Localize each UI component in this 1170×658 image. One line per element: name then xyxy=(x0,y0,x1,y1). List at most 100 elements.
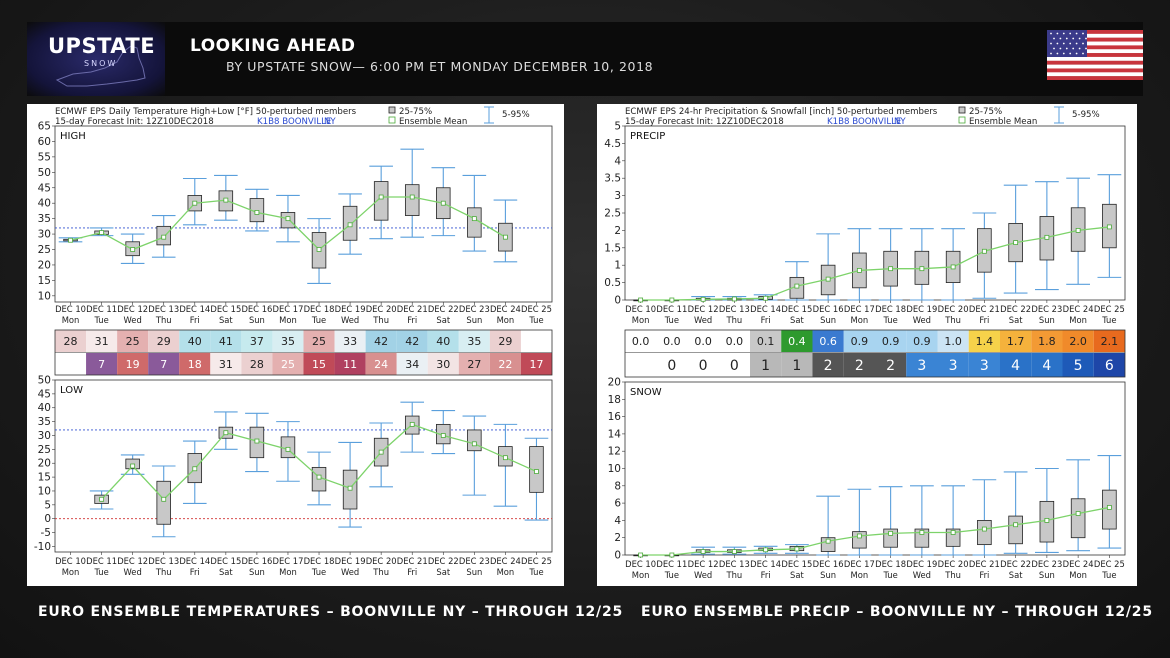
table-value-snow: 0 xyxy=(667,358,676,374)
x-date-label: DEC 24 xyxy=(490,304,521,314)
table-cell-low xyxy=(241,353,273,375)
table-cell-snow xyxy=(1093,353,1125,377)
mean-point xyxy=(409,194,415,200)
table-value-low: 28 xyxy=(250,358,264,371)
mean-point xyxy=(856,533,862,539)
x-day-label: Sun xyxy=(466,315,482,325)
x-date-label: DEC 12 xyxy=(688,559,719,569)
table-value-low: 7 xyxy=(98,358,105,371)
y-tick-label: 6 xyxy=(614,498,621,510)
legend-box-swatch xyxy=(388,106,396,114)
table-value-snow: 6 xyxy=(1105,358,1114,374)
y-tick-label: 2 xyxy=(614,532,621,544)
table-value-low: 25 xyxy=(281,358,295,371)
flag-star xyxy=(1085,47,1087,50)
flag-stripe xyxy=(1047,60,1143,65)
table-cell-precip xyxy=(906,330,938,352)
mean-point xyxy=(1106,224,1112,230)
x-day-label: Sun xyxy=(249,315,265,325)
x-day-label: Tue xyxy=(311,315,326,325)
table-cell-precip xyxy=(812,330,844,352)
x-day-label: Thu xyxy=(944,315,961,325)
y-tick-label: 10 xyxy=(608,463,621,475)
table-value-precip: 0.6 xyxy=(819,335,837,348)
y-tick-label: 15 xyxy=(38,472,51,484)
table-cell-high xyxy=(272,330,304,352)
table-value-snow: 0 xyxy=(699,358,708,374)
flag-star xyxy=(1050,52,1052,55)
x-day-label: Fri xyxy=(190,567,200,577)
y-tick-label: 4 xyxy=(614,155,621,167)
y-tick-label: 50 xyxy=(38,167,51,179)
x-day-label: Sat xyxy=(1009,315,1023,325)
y-tick-label: -10 xyxy=(34,541,51,553)
x-day-label: Mon xyxy=(1069,570,1087,580)
table-cell-snow xyxy=(843,353,875,377)
mean-point xyxy=(700,296,706,302)
iqr-box xyxy=(1070,498,1086,539)
mean-point xyxy=(68,237,73,243)
x-day-label: Wed xyxy=(341,567,359,577)
table-value-precip: 0.0 xyxy=(663,335,681,348)
x-date-label: DEC 11 xyxy=(656,304,687,314)
x-day-label: Mon xyxy=(62,567,80,577)
x-date-label: DEC 10 xyxy=(625,304,656,314)
x-date-label: DEC 23 xyxy=(1031,304,1062,314)
x-date-label: DEC 16 xyxy=(241,304,272,314)
table-cell-high xyxy=(489,330,521,352)
chart-header-line2: 15-day Forecast Init: 12Z10DEC2018 xyxy=(625,117,784,127)
table-cell-high xyxy=(427,330,459,352)
mean-point xyxy=(763,547,769,553)
x-day-label: Mon xyxy=(632,315,650,325)
x-day-label: Mon xyxy=(279,315,297,325)
x-day-label: Tue xyxy=(664,570,679,580)
table-cell-high xyxy=(241,330,273,352)
table-value-high: 33 xyxy=(343,335,357,348)
x-date-label: DEC 15 xyxy=(210,556,241,566)
table-cell-snow xyxy=(718,353,750,377)
mean-point xyxy=(919,266,925,272)
legend-whisker-label: 5-95% xyxy=(1072,110,1100,120)
x-day-label: Sat xyxy=(436,567,450,577)
table-cell-low xyxy=(272,353,304,375)
table-value-precip: 0.0 xyxy=(726,335,744,348)
temperature-table: 28 31 7 25 19 29 7 40 18 41 31 37 28 35 25 25 15 33 11 42 24… xyxy=(54,329,553,376)
table-value-high: 29 xyxy=(498,335,512,348)
table-value-snow: 2 xyxy=(824,358,833,374)
temperature-chart: ECMWF EPS Daily Temperature High+Low [°F… xyxy=(34,106,553,577)
iqr-box xyxy=(404,184,420,216)
x-day-label: Wed xyxy=(341,315,359,325)
table-value-low: 34 xyxy=(405,358,419,371)
mean-point xyxy=(888,266,894,272)
mean-point xyxy=(981,248,987,254)
y-tick-label: 20 xyxy=(608,377,621,389)
x-date-label: DEC 13 xyxy=(719,304,750,314)
mean-point xyxy=(130,463,136,469)
y-tick-label: 18 xyxy=(608,394,621,406)
table-cell-precip xyxy=(1093,330,1125,352)
table-cell-snow xyxy=(1062,353,1094,377)
table-cell-high xyxy=(334,330,366,352)
y-tick-label: 3 xyxy=(614,190,621,202)
x-date-label: DEC 20 xyxy=(366,304,397,314)
x-date-label: DEC 17 xyxy=(844,304,875,314)
flag-star xyxy=(1075,32,1078,35)
mean-point xyxy=(825,538,831,544)
mean-point xyxy=(316,474,322,480)
mean-point xyxy=(223,430,229,436)
mean-point xyxy=(638,552,644,558)
iqr-box xyxy=(467,429,482,452)
mean-point xyxy=(825,276,831,282)
mean-point xyxy=(378,194,384,200)
table-value-low: 24 xyxy=(374,358,388,371)
x-date-label: DEC 10 xyxy=(625,559,656,569)
mean-point xyxy=(534,469,539,474)
x-date-label: DEC 25 xyxy=(521,304,552,314)
x-day-label: Mon xyxy=(62,315,80,325)
table-cell-snow xyxy=(875,353,907,377)
x-day-label: Fri xyxy=(190,315,200,325)
y-tick-label: 14 xyxy=(608,428,622,440)
table-value-precip: 0.0 xyxy=(694,335,712,348)
y-tick-label: 40 xyxy=(38,402,51,414)
table-cell-precip xyxy=(1000,330,1032,352)
